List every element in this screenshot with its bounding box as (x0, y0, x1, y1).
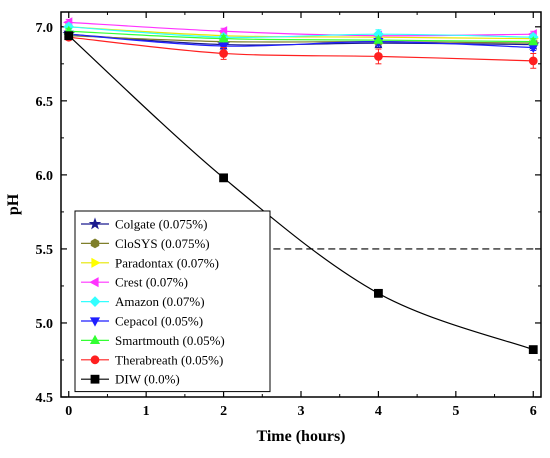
data-point (374, 52, 383, 61)
legend-item-cepacol-0-05: Cepacol (0.05%) (81, 314, 203, 329)
data-point (218, 33, 229, 43)
legend-label: Crest (0.07%) (115, 275, 188, 290)
x-tick-label: 6 (530, 404, 537, 419)
data-point (219, 49, 228, 58)
series-line (68, 35, 534, 44)
series-line (68, 35, 534, 351)
legend-item-smartmouth-0-05: Smartmouth (0.05%) (81, 333, 225, 348)
data-point (528, 35, 539, 46)
plot-frame (60, 11, 542, 398)
legend-item-therabreath-0-05: Therabreath (0.05%) (81, 352, 223, 367)
x-tick-label: 2 (220, 404, 227, 419)
series-line (68, 30, 534, 43)
legend-marker (90, 238, 100, 249)
legend-label: Smartmouth (0.05%) (115, 333, 225, 348)
data-point (64, 31, 74, 41)
series-therabreath-0-05 (64, 32, 538, 69)
legend-label: CloSYS (0.075%) (115, 236, 210, 251)
legend-label: Paradontax (0.07%) (115, 255, 219, 270)
legend-label: Colgate (0.075%) (115, 217, 207, 232)
legend-marker (89, 296, 101, 307)
data-point (218, 42, 229, 52)
series-line (68, 26, 534, 38)
legend-label: DIW (0.0%) (115, 372, 180, 387)
series-line (68, 26, 534, 40)
legend-marker (90, 355, 100, 365)
x-tick-label: 4 (375, 404, 382, 419)
data-point (528, 56, 538, 66)
x-tick-label: 0 (65, 404, 72, 419)
legend-item-amazon-0-07: Amazon (0.07%) (81, 294, 205, 309)
x-tick-label: 3 (298, 404, 305, 419)
legend-label: Cepacol (0.05%) (115, 314, 203, 329)
series-diw-0-0 (64, 31, 538, 355)
x-tick-label: 1 (143, 404, 150, 419)
legend-label: Amazon (0.07%) (115, 294, 205, 309)
y-tick-label: 4.5 (36, 391, 54, 406)
legend-item-colgate-0-075: Colgate (0.075%) (81, 217, 207, 232)
y-tick-label: 5.5 (36, 243, 54, 258)
data-point (374, 288, 383, 298)
y-tick-label: 6.5 (36, 95, 54, 110)
series-line (68, 36, 534, 62)
legend-item-crest-0-07: Crest (0.07%) (81, 275, 188, 290)
y-axis-title: pH (5, 193, 22, 215)
legend-item-diw-0-0: DIW (0.0%) (81, 372, 180, 387)
legend-item-closys-0-075: CloSYS (0.075%) (81, 236, 210, 251)
legend-marker (88, 217, 102, 230)
legend: Colgate (0.075%) CloSYS (0.075%) Paradonta… (74, 210, 271, 393)
legend-marker (89, 277, 99, 288)
series-line (68, 33, 534, 49)
x-tick-label: 5 (452, 404, 459, 419)
legend-marker (90, 374, 100, 384)
data-point (219, 173, 228, 183)
series-line (68, 21, 534, 37)
data-point (528, 345, 538, 355)
y-tick-label: 5.0 (36, 317, 54, 332)
legend-marker (89, 334, 101, 345)
data-point (373, 34, 384, 44)
legend-label: Therabreath (0.05%) (115, 352, 223, 367)
series-layer (62, 17, 540, 355)
y-axis-ticks: 4.5 5.0 5.5 6.0 6.5 7.0 (36, 21, 541, 406)
x-axis-title: Time (hours) (256, 428, 345, 445)
legend-marker (89, 317, 101, 327)
y-tick-label: 7.0 (36, 21, 54, 36)
y-tick-label: 6.0 (36, 169, 54, 184)
legend-marker (91, 257, 101, 268)
legend-item-paradontax-0-07: Paradontax (0.07%) (81, 255, 219, 270)
